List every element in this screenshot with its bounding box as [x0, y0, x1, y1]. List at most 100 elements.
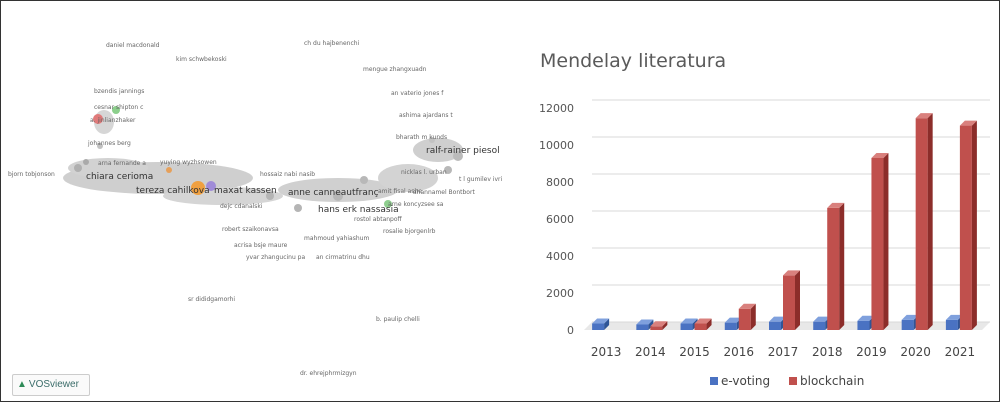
x-tick-label: 2019 — [856, 345, 887, 359]
author-node-label: rostol abtanpoff — [354, 216, 402, 223]
legend-swatch — [710, 377, 718, 385]
node — [333, 191, 343, 201]
y-tick-label: 2000 — [546, 287, 574, 300]
node — [294, 204, 302, 212]
author-node-label: kim schwbekoski — [176, 56, 227, 63]
y-tick-label: 12000 — [539, 102, 574, 115]
author-node-label: bharath m kunds — [396, 134, 448, 141]
bar-side — [927, 113, 933, 330]
bar-blockchain-2021 — [959, 125, 972, 330]
x-tick-label: 2021 — [945, 345, 976, 359]
bar-blockchain-2014 — [650, 326, 663, 330]
bar-top — [680, 318, 698, 324]
author-node-label: hossaiz nabi nasib — [260, 171, 316, 178]
node-cluster — [278, 178, 398, 202]
bar-top — [959, 120, 977, 126]
chart-title: Mendelay literatura — [540, 50, 727, 72]
bar-top — [694, 318, 712, 324]
author-node-label: acrisa bsje maure — [234, 242, 288, 249]
author-node-label: yvar zhangucinu pa — [246, 254, 306, 261]
author-node-label: dejc cdanalski — [220, 203, 263, 210]
node-red — [93, 114, 103, 124]
node-cluster — [413, 138, 463, 162]
bar-blockchain-2017 — [783, 275, 795, 330]
node-cluster — [378, 164, 438, 192]
node-orange-small — [166, 167, 172, 173]
author-node-label: yuying wyzhsowen — [160, 159, 217, 166]
author-node-label: an cirmatrinu dhu — [316, 254, 370, 261]
author-node-label: a. jinlianzhaker — [90, 117, 136, 124]
author-node-label: ashima ajardans t — [399, 112, 453, 119]
author-node-label: an vaterio jones f — [391, 90, 444, 97]
author-node-label: cesnar shipton c — [94, 104, 144, 111]
bar-top — [738, 303, 756, 309]
x-tick-label: 2013 — [591, 345, 622, 359]
bar-blockchain-2019 — [871, 157, 884, 330]
bar-top — [636, 319, 654, 325]
author-node-label: ralf-rainer piesol — [426, 146, 500, 156]
bar-top — [857, 315, 875, 321]
vosviewer-logo-icon: ▲ — [17, 379, 27, 390]
author-node-label: sr dididgamorhi — [188, 296, 236, 303]
bar-top — [871, 152, 889, 158]
author-node-label: bjorn tobjonson — [8, 171, 55, 178]
author-node-label: amit fisal ashe — [378, 188, 422, 195]
author-node-label: nicklas l. urban — [401, 169, 447, 176]
x-tick-label: 2020 — [900, 345, 931, 359]
author-node-label: daniel macdonald — [106, 42, 160, 49]
bar-e-voting-2020 — [901, 319, 914, 330]
author-node-label: tereza cahilkova — [136, 186, 210, 196]
bar-e-voting-2014 — [636, 324, 649, 330]
author-node-label: hans erk nassasia — [318, 205, 399, 215]
chart-panel: Mendelay literatura 0 2000 4000 6000 8000 100… — [512, 28, 1000, 400]
bar-e-voting-2017 — [769, 321, 781, 330]
bar-side — [648, 319, 654, 330]
bar-side — [604, 318, 610, 330]
bar-side — [839, 202, 845, 330]
node — [266, 192, 274, 200]
bar-top — [827, 202, 845, 208]
vosviewer-logo: ▲ VOSviewer — [12, 374, 90, 396]
bar-side — [750, 303, 756, 330]
x-tick-label: 2018 — [812, 345, 843, 359]
bar-top — [915, 113, 933, 119]
bar-top — [813, 316, 831, 322]
author-node-label: chiara cerioma — [86, 172, 154, 182]
bar-e-voting-2018 — [813, 321, 826, 330]
bar-chart: 0 2000 4000 6000 8000 10000 12000 2013 2014 2015… — [539, 99, 990, 388]
bar-side — [883, 152, 889, 330]
x-tick-label: 2014 — [635, 345, 666, 359]
node — [360, 176, 368, 184]
bar-side — [662, 321, 668, 330]
node — [444, 166, 452, 174]
author-node-label: ch du hajbenenchi — [304, 40, 360, 47]
network-panel: daniel macdonald kim schwbekoski ch du haj… — [8, 18, 508, 398]
network-graph — [63, 106, 463, 212]
author-node-label: dr. ehrejphrmizgyn — [300, 370, 357, 377]
bar-side — [795, 270, 800, 330]
author-node-label: ahannamel Bontbort — [413, 189, 475, 196]
bar-e-voting-2015 — [680, 323, 693, 330]
y-tick-label: 10000 — [539, 139, 574, 152]
bar-blockchain-2016 — [738, 308, 751, 330]
y-tick-label: 4000 — [546, 250, 574, 263]
bar-blockchain-2018 — [827, 207, 840, 330]
node — [453, 151, 463, 161]
logo-text: VOSviewer — [28, 379, 79, 390]
legend-swatch — [789, 377, 797, 385]
author-node-label: b. paulip chelli — [376, 316, 420, 323]
author-node-label: johannes berg — [88, 140, 131, 147]
bar-e-voting-2021 — [945, 319, 958, 330]
author-node-label: bzendis jannings — [94, 88, 145, 95]
x-tick-label: 2015 — [679, 345, 710, 359]
author-node-label: arne koncyzsee sa — [388, 201, 444, 208]
x-tick-label: 2017 — [768, 345, 799, 359]
node — [429, 137, 435, 143]
y-tick-label: 6000 — [546, 213, 574, 226]
author-node-label: t l gumilev ivri — [459, 176, 503, 183]
node-green — [112, 106, 120, 114]
bar-top — [945, 314, 963, 320]
bar-e-voting-2016 — [724, 322, 737, 330]
author-node-label: robert szaikonavsa — [222, 226, 279, 233]
